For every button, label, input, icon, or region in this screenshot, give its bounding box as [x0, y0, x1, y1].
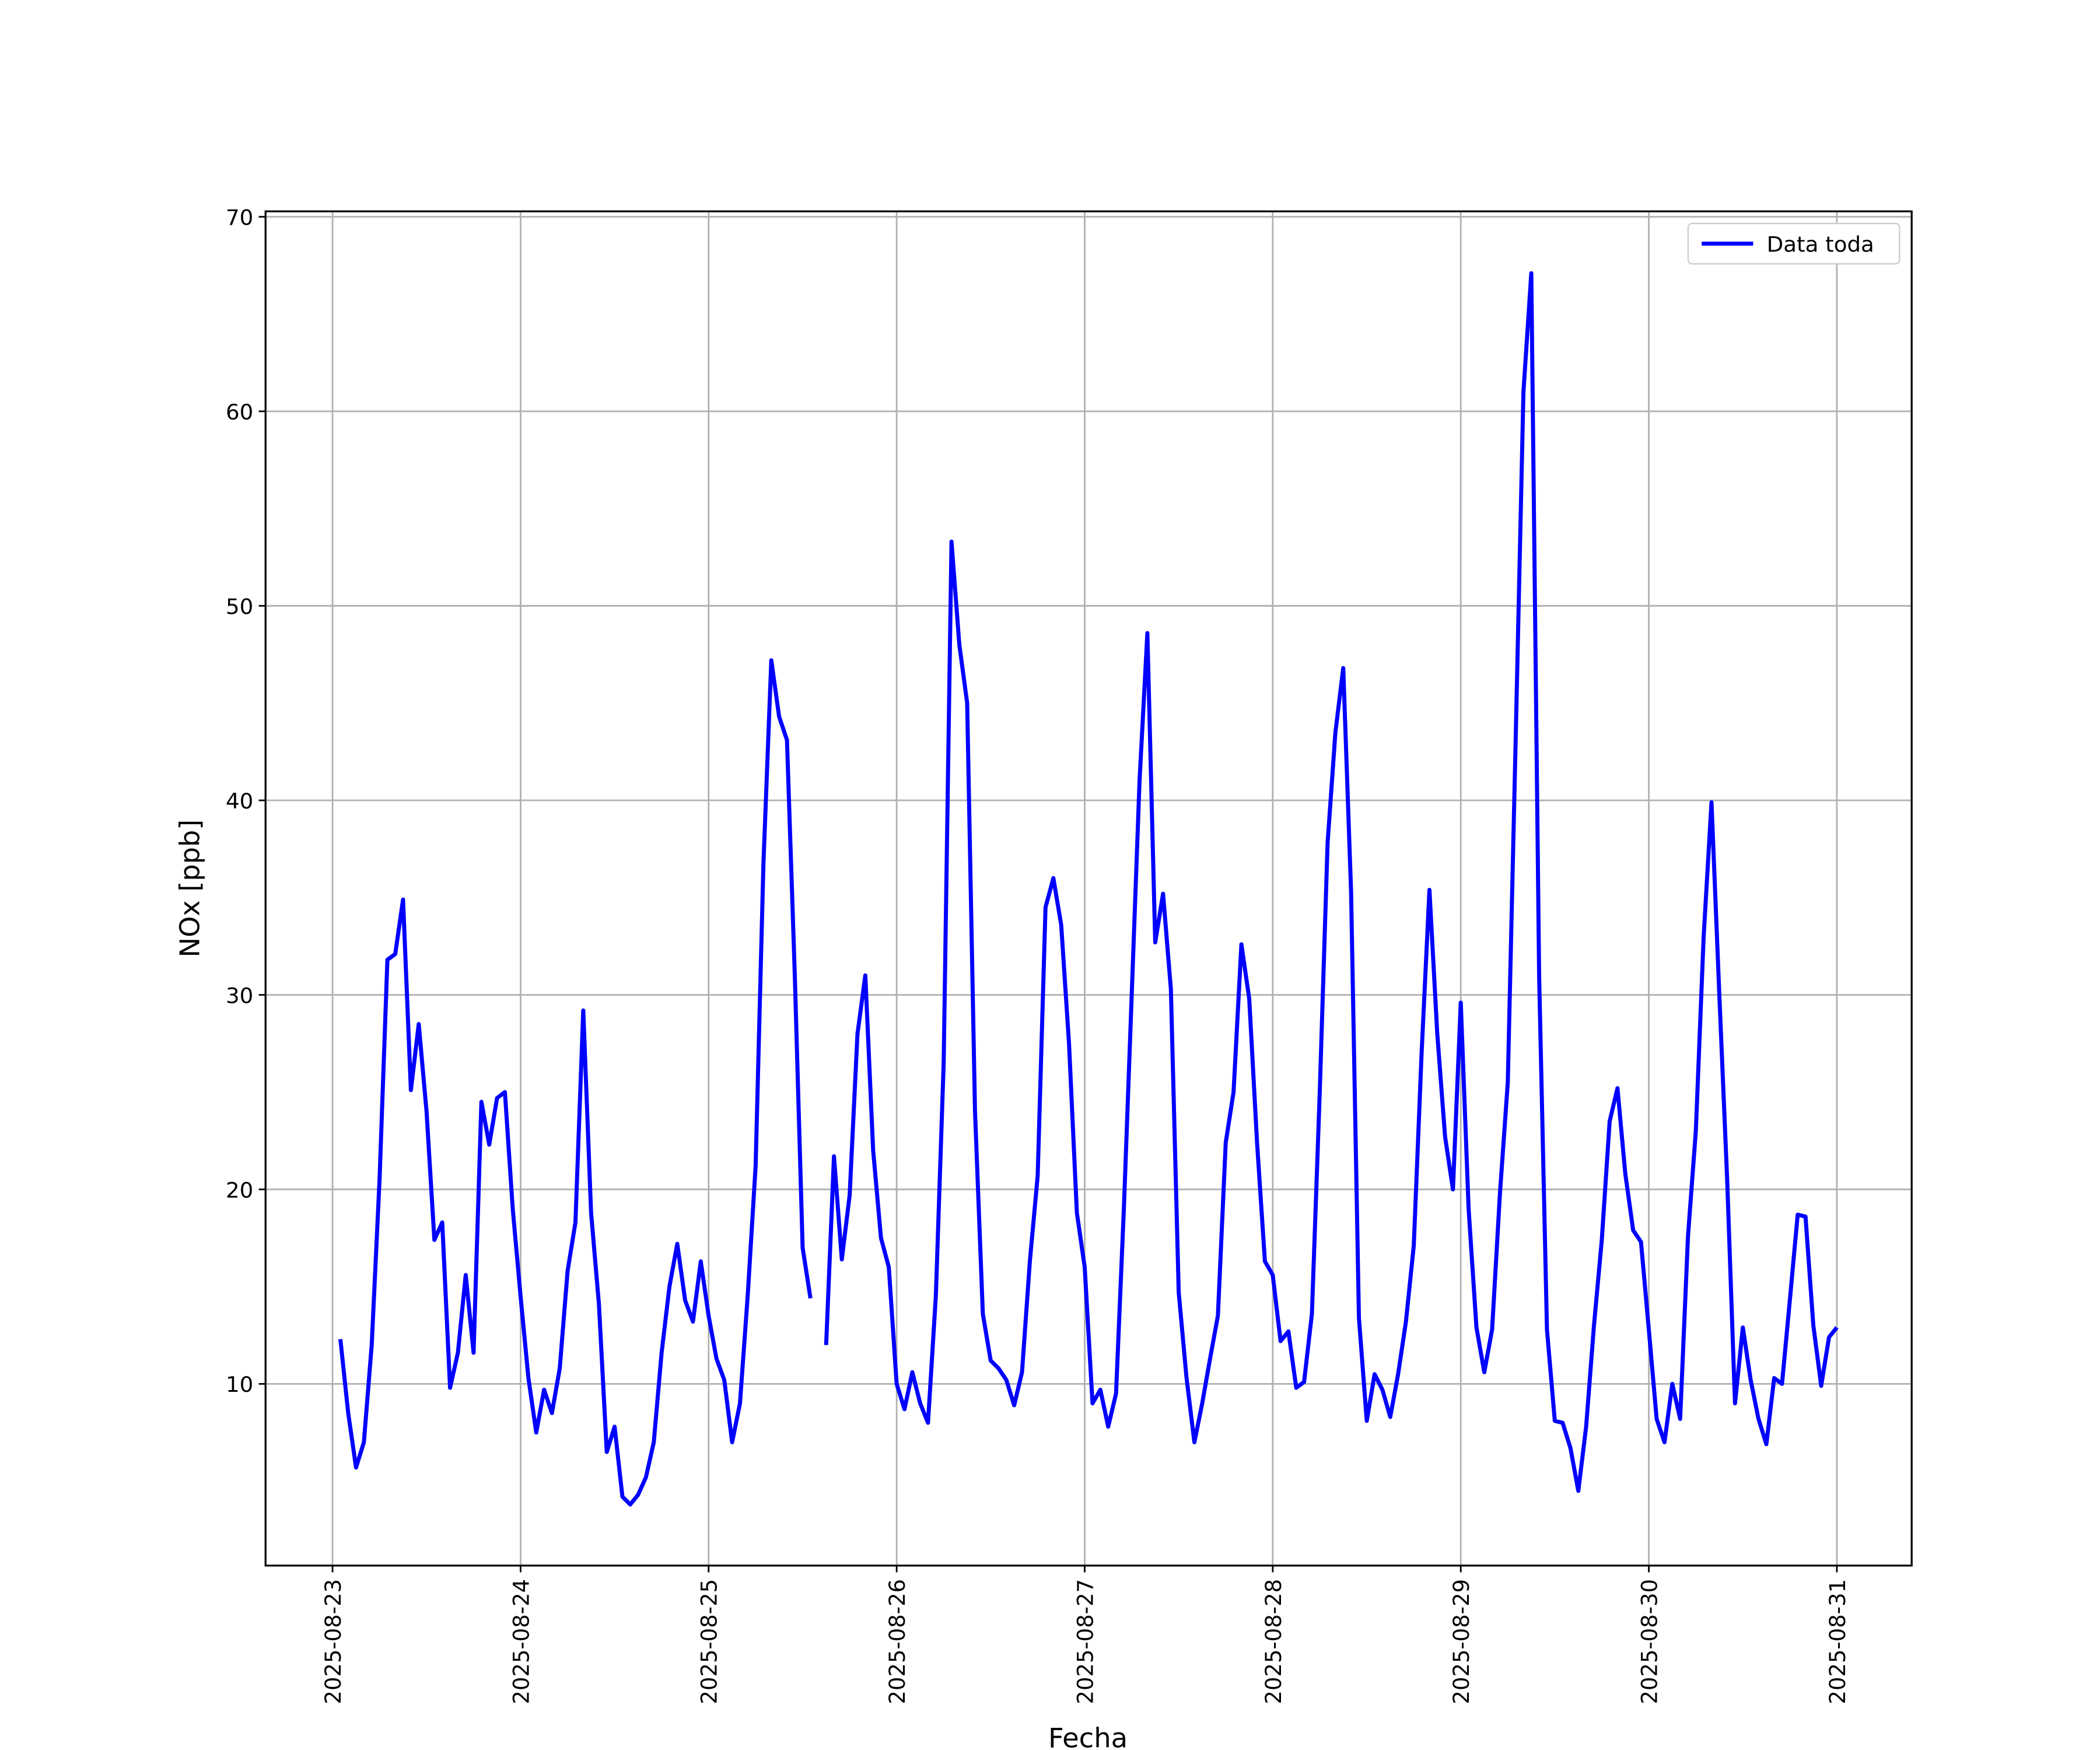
x-tick-label: 2025-08-28	[1261, 1579, 1286, 1704]
y-tick-label: 70	[226, 205, 253, 230]
y-axis-label: NOx [ppb]	[174, 820, 205, 958]
y-tick-label: 30	[226, 983, 253, 1008]
y-tick-label: 10	[226, 1372, 253, 1397]
x-tick-label: 2025-08-29	[1449, 1579, 1474, 1704]
y-tick-label: 60	[226, 400, 253, 425]
axes-frame	[264, 210, 1913, 1567]
y-tick-label: 20	[226, 1178, 253, 1203]
x-axis-label: Fecha	[1048, 1723, 1128, 1750]
legend-label: Data toda	[1767, 232, 1874, 257]
x-tick-label: 2025-08-26	[885, 1579, 910, 1704]
y-tick-label: 50	[226, 594, 253, 620]
legend-box	[1687, 222, 1901, 265]
x-tick-label: 2025-08-31	[1825, 1579, 1850, 1704]
x-tick-label: 2025-08-25	[697, 1579, 722, 1704]
x-tick-label: 2025-08-27	[1073, 1579, 1098, 1704]
y-tick-label: 40	[226, 789, 253, 814]
x-tick-label: 2025-08-23	[321, 1579, 346, 1704]
x-tick-label: 2025-08-24	[509, 1579, 534, 1704]
data-line	[338, 271, 1839, 1507]
x-tick-label: 2025-08-30	[1637, 1579, 1662, 1704]
